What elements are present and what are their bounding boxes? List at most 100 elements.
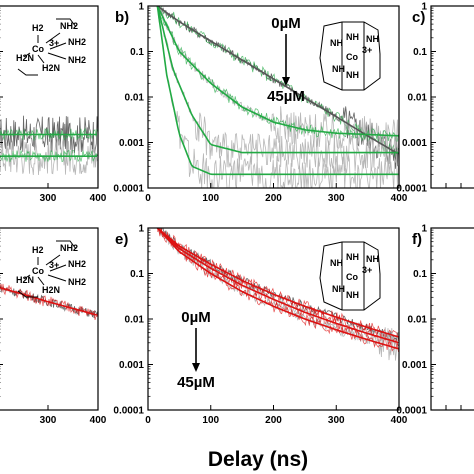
metal-center-label: Co	[32, 266, 44, 276]
y-tick-label: 1	[138, 2, 144, 13]
series-line-2	[156, 6, 399, 137]
chelate-ring	[17, 68, 38, 76]
bond-line	[49, 264, 67, 272]
bond-line	[37, 276, 45, 286]
x-tick-label: 300	[40, 193, 57, 204]
raw-trace	[157, 6, 399, 169]
bond-line	[47, 274, 67, 282]
y-tick-label: 0.0001	[396, 184, 427, 195]
ligand-n-label: NH2	[68, 277, 86, 287]
ligand-n-label: H2	[32, 245, 44, 255]
cage-nh-label: NH	[330, 38, 343, 48]
cage-nh-label: NH	[332, 64, 345, 74]
metal-center-label: Co	[346, 52, 358, 62]
raw-trace-colored	[157, 228, 399, 352]
axes-frame	[430, 5, 474, 189]
molecule-en-structure: Co 3+ H2 NH2 NH2 H2N H2N NH2	[16, 240, 86, 298]
ligand-n-label: H2N	[42, 63, 60, 73]
y-tick-label: 1	[421, 224, 427, 235]
cage-nh-label: NH	[346, 70, 359, 80]
bond-line	[45, 32, 61, 44]
raw-trace	[0, 115, 98, 154]
ligand-n-label: H2N	[16, 53, 34, 63]
x-tick-label: 100	[202, 193, 219, 204]
plot-area	[156, 6, 399, 188]
bond-line	[23, 52, 31, 58]
molecule-en-structure: Co 3+ H2 NH2 NH2 H2N H2N NH2	[16, 18, 86, 76]
ligand-n-label: NH2	[60, 21, 78, 31]
concentration-arrow-head	[282, 77, 290, 86]
y-tick-label: 0.001	[119, 360, 144, 371]
x-tick-label: 400	[391, 193, 408, 204]
raw-trace	[157, 6, 399, 172]
y-tick-label: 0.1	[413, 269, 427, 280]
raw-trace-colored	[157, 6, 399, 157]
series-line-1	[156, 6, 399, 155]
y-tick-label: 1	[421, 2, 427, 13]
metal-charge-label: 3+	[49, 38, 59, 48]
y-tick-label: 0.001	[402, 138, 427, 149]
plot-area	[0, 283, 98, 320]
bond-line	[49, 42, 67, 50]
panel-label: f)	[412, 231, 422, 248]
plot-area	[156, 228, 399, 361]
ligand-n-label: H2	[32, 23, 44, 33]
cage-nh-label: NH	[346, 252, 359, 262]
cage-outline	[319, 21, 381, 91]
x-tick-label: 300	[328, 415, 345, 426]
panel-a: 300 400 Co 3+ H2 NH2 NH2 H2N H2N NH2	[0, 5, 107, 204]
y-tick-label: 0.1	[130, 269, 144, 280]
metal-charge-label: 3+	[49, 260, 59, 270]
raw-trace	[157, 6, 399, 153]
x-tick-label: 300	[40, 415, 57, 426]
series-line-4	[156, 6, 399, 176]
chelate-ring	[56, 18, 77, 28]
concentration-end-label: 45µM	[177, 374, 215, 391]
x-tick-label: 400	[90, 193, 107, 204]
concentration-start-label: 0µM	[271, 15, 300, 32]
raw-trace-colored	[0, 149, 98, 163]
ligand-n-label: NH2	[60, 243, 78, 253]
bond-line	[47, 52, 67, 60]
y-tick-label: 1	[138, 224, 144, 235]
x-tick-label: 200	[265, 193, 282, 204]
x-tick-label: 400	[90, 415, 107, 426]
panel-d: 300 400 Co 3+ H2 NH2 NH2 H2N H2N NH2	[0, 227, 107, 426]
series-line-3	[156, 6, 399, 154]
y-tick-label: 0.001	[119, 138, 144, 149]
series-line-1	[0, 286, 98, 316]
raw-trace	[157, 6, 399, 188]
y-tick-label: 0.0001	[396, 406, 427, 417]
metal-center-label: Co	[32, 44, 44, 54]
x-tick-label: 100	[202, 415, 219, 426]
x-tick-label: 0	[145, 415, 151, 426]
bond-line	[45, 254, 61, 266]
cage-outline	[319, 241, 381, 311]
series-line-2	[156, 228, 399, 344]
y-tick-label: 0.1	[413, 47, 427, 58]
panel-label: e)	[115, 231, 128, 248]
metal-center-label: Co	[346, 272, 358, 282]
axes-frame	[430, 227, 474, 411]
chelate-ring	[56, 240, 77, 250]
ligand-n-label: H2N	[16, 275, 34, 285]
y-tick-label: 0.0001	[113, 184, 144, 195]
concentration-arrow-head	[192, 363, 200, 372]
y-tick-label: 0.01	[125, 93, 145, 104]
concentration-end-label: 45µM	[267, 88, 305, 105]
metal-charge-label: 3+	[362, 265, 372, 275]
raw-trace	[158, 228, 399, 361]
cage-nh-label: NH	[332, 284, 345, 294]
axes-frame	[0, 227, 99, 411]
bond-line	[23, 274, 31, 280]
x-tick-label: 400	[391, 415, 408, 426]
ligand-n-label: NH2	[68, 37, 86, 47]
plot-area	[0, 115, 98, 176]
y-tick-label: 0.001	[402, 360, 427, 371]
